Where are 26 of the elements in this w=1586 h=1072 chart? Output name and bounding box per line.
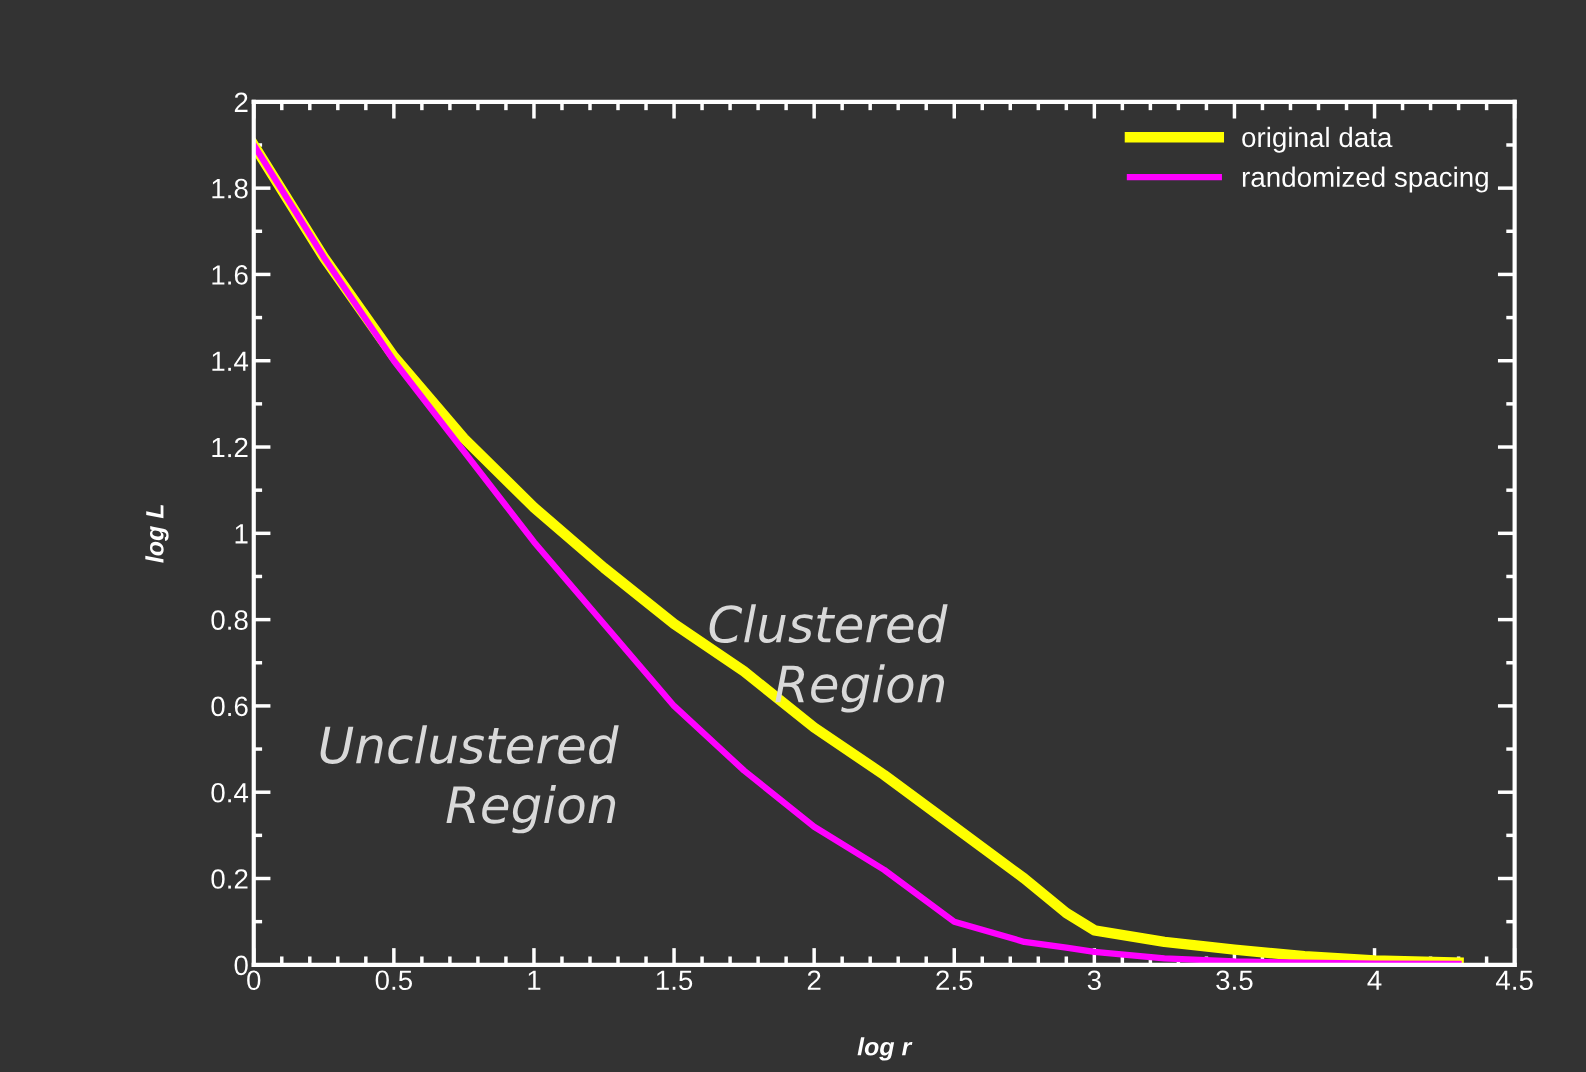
y-tick-label: 1.6 — [212, 265, 248, 285]
y-tick-label: 1.8 — [212, 178, 248, 199]
y-tick-label: 1.2 — [212, 437, 248, 458]
x-tick-label: 2 — [807, 970, 821, 990]
y-tick-label: 2 — [234, 92, 248, 112]
x-tick-label: 1 — [528, 970, 541, 990]
x-tick-label: 3 — [1087, 970, 1101, 991]
y-tick-label: 0.2 — [211, 869, 248, 889]
annotation: Unclustered Region — [320, 725, 619, 834]
x-tick-label: 1.5 — [656, 970, 693, 991]
y-axis-title: log L — [145, 504, 169, 563]
legend-label: original data — [1242, 126, 1393, 153]
x-tick-label: 4.5 — [1495, 970, 1533, 991]
annotation: Clustered Region — [709, 604, 948, 713]
x-tick-label: 3.5 — [1216, 970, 1253, 991]
y-tick-label: 0 — [234, 955, 248, 976]
x-axis-title: log r — [857, 1037, 913, 1061]
y-tick-label: 0.8 — [211, 610, 248, 630]
x-tick-label: 0.5 — [375, 970, 412, 991]
y-tick-label: 1.4 — [212, 351, 249, 371]
x-tick-label: 4 — [1367, 970, 1382, 990]
y-tick-label: 0.6 — [211, 696, 248, 717]
y-tick-label: 1 — [235, 524, 248, 544]
x-tick-label: 2.5 — [936, 970, 973, 991]
legend-label: randomized spacing — [1242, 166, 1488, 193]
y-tick-label: 0.4 — [211, 782, 249, 803]
